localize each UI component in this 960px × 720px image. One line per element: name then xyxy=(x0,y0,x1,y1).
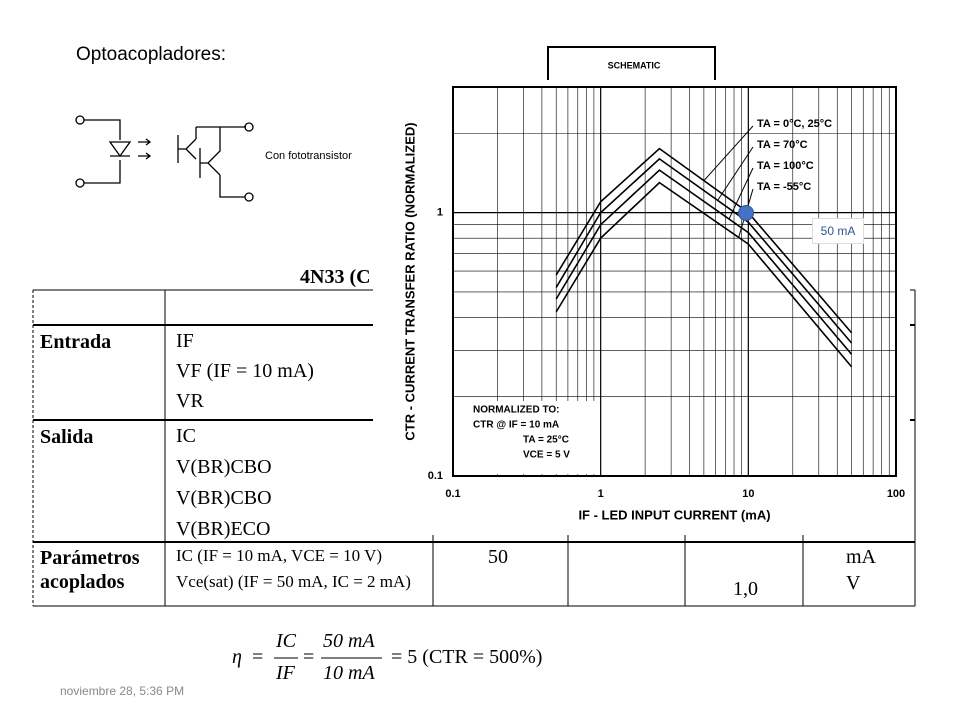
param: Vce(sat) (IF = 50 mA, IC = 2 mA) xyxy=(176,572,411,591)
y-tick-label: 0.1 xyxy=(428,470,443,482)
x-axis-label: IF - LED INPUT CURRENT (mA) xyxy=(578,507,770,522)
eq-sign: = xyxy=(252,646,264,668)
slide-title: Optoacopladores: xyxy=(76,44,226,65)
eq-den: 10 mA xyxy=(323,662,375,684)
y-tick-label: 1 xyxy=(437,207,443,219)
param: IC xyxy=(176,425,196,447)
param: V(BR)ECO xyxy=(176,518,271,540)
eq-den: IF xyxy=(276,662,295,684)
unit: mA xyxy=(846,546,876,568)
schematic-label: SCHEMATIC xyxy=(608,60,661,70)
series-line xyxy=(555,169,853,355)
x-tick-label: 10 xyxy=(742,488,754,500)
row-group: Salida xyxy=(40,426,94,448)
max-value: 1,0 xyxy=(733,578,758,600)
unit: V xyxy=(846,572,861,594)
row-group: Parámetros acoplados xyxy=(40,547,140,593)
caption: Con fototransistor xyxy=(265,150,352,162)
note-line: NORMALIZED TO: xyxy=(473,405,559,416)
legend-label: TA = 0°C, 25°C xyxy=(757,118,832,130)
param: VF (IF = 10 mA) xyxy=(176,360,314,382)
marker-label: 50 mA xyxy=(812,218,864,244)
note-line: CTR @ IF = 10 mA xyxy=(473,420,559,431)
eq-result: = 5 (CTR = 500%) xyxy=(391,646,543,668)
legend-label: TA = -55°C xyxy=(757,181,811,193)
param: IF xyxy=(176,330,194,352)
legend-arrow xyxy=(703,125,754,181)
legend-arrow xyxy=(717,146,754,201)
legend-label: TA = 70°C xyxy=(757,139,808,151)
param: VR xyxy=(176,390,204,412)
legend-arrow xyxy=(728,167,754,220)
eq-num: IC xyxy=(276,630,296,652)
ctr-chart: 0.1 1 10 100 0.1 1 IF - LED INPUT CURRENT (mA)… xyxy=(373,80,910,535)
plot-frame xyxy=(452,86,897,477)
eq-sign: = xyxy=(303,646,315,668)
param: IC (IF = 10 mA, VCE = 10 V) xyxy=(176,546,383,565)
x-tick-label: 0.1 xyxy=(445,488,460,500)
footer-date: noviembre 28, 5:36 PM xyxy=(60,684,185,698)
eq-lhs: η xyxy=(232,646,242,668)
note-box xyxy=(455,401,595,474)
eq-num: 50 mA xyxy=(323,630,375,652)
y-axis-label: CTR - CURRENT TRANSFER RATIO (NORMALIZED… xyxy=(402,122,417,440)
marker-dot xyxy=(738,205,754,221)
circuit xyxy=(75,115,254,202)
note-line: TA = 25°C xyxy=(523,435,569,446)
row-group: Entrada xyxy=(40,331,112,353)
x-tick-label: 100 xyxy=(887,488,905,500)
param: V(BR)CBO xyxy=(176,487,272,509)
series-line xyxy=(555,157,853,344)
param: V(BR)CBO xyxy=(176,456,272,478)
table-title: 4N33 (C xyxy=(300,266,371,288)
series-line xyxy=(555,147,853,334)
series-line xyxy=(555,181,853,368)
legend-label: TA = 100°C xyxy=(757,160,814,172)
note-line: VCE = 5 V xyxy=(523,450,570,461)
x-tick-label: 1 xyxy=(598,488,604,500)
typ-value: 50 xyxy=(488,546,508,568)
